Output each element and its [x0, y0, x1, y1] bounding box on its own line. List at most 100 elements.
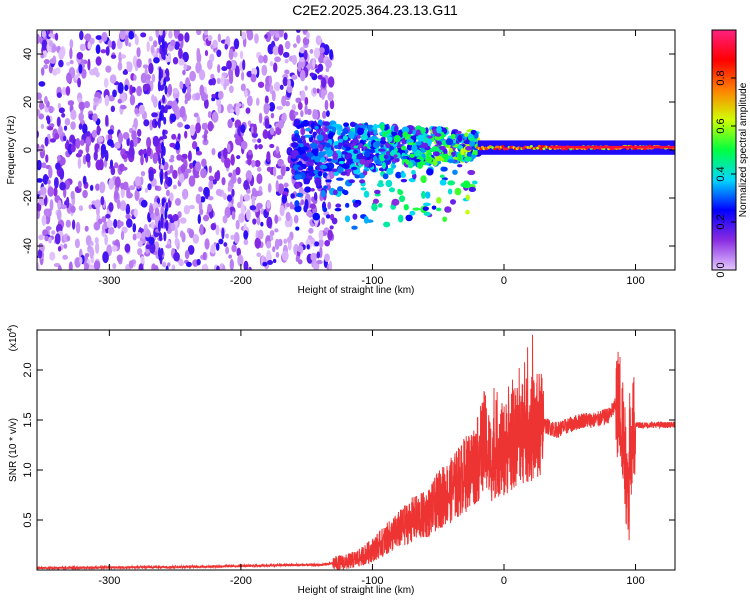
spectrogram-cell: [224, 43, 229, 50]
spectrogram-cell: [154, 185, 159, 191]
spectrogram-cell: [325, 59, 332, 69]
spectrogram-cell: [367, 137, 374, 141]
spectrogram-cell: [222, 147, 228, 160]
spectrogram-cell: [313, 169, 319, 175]
spectrogram-cell: [285, 211, 291, 222]
spectrogram-cell: [41, 215, 47, 226]
spectrogram-cell: [291, 136, 299, 142]
spectrogram-cell: [362, 170, 368, 176]
spectrogram-cell: [308, 227, 314, 234]
spectrogram-cell: [423, 202, 431, 207]
spectrogram-cell: [300, 90, 306, 101]
spectrogram-cell: [175, 140, 180, 151]
spectrogram-cell: [136, 128, 142, 137]
spectrogram-cell: [181, 153, 188, 159]
spectrogram-cell: [211, 93, 216, 98]
chart-title: C2E2.2025.364.23.13.G11: [292, 2, 458, 18]
spectrogram-cell: [321, 134, 330, 141]
spectrogram-cell: [329, 225, 334, 230]
spectrogram-cell: [107, 139, 114, 146]
spectrogram-cell: [312, 111, 319, 120]
spectrogram-cell: [300, 199, 305, 206]
spectrogram-cell: [193, 112, 199, 118]
spectrogram-cell: [323, 185, 328, 190]
spectrogram-cell: [179, 105, 186, 118]
spectrogram-cell: [401, 155, 408, 160]
snr-y-tick-label: 1.0: [22, 462, 34, 477]
spectrogram-cell: [393, 135, 401, 143]
spectrogram-cell: [243, 230, 249, 240]
spectrogram-cell: [189, 70, 197, 82]
spectrogram-cell: [363, 215, 369, 224]
spectrogram-cell: [158, 157, 162, 165]
spectrogram-cell: [101, 223, 106, 234]
spectrogram-cell: [242, 59, 246, 71]
spectrogram-cell: [161, 51, 165, 59]
spectrogram-cell: [49, 57, 57, 64]
spectrogram-cell: [278, 44, 284, 56]
multiplier-exp: 4: [7, 328, 14, 332]
spectrogram-cell: [345, 146, 352, 151]
snr-frame: [36, 329, 676, 571]
spectrogram-cell: [253, 123, 257, 135]
spectrogram-cell: [217, 33, 221, 43]
spectrogram-cell: [81, 68, 87, 79]
snr-x-tick-label: 100: [626, 575, 644, 587]
spectrogram-cell: [270, 236, 274, 241]
spectrogram-cell: [158, 34, 162, 46]
spectrogram-cell: [77, 97, 83, 103]
spectrogram-cell: [254, 237, 262, 249]
spectrogram-cell: [279, 84, 284, 90]
spectrogram-cell: [369, 149, 376, 154]
spectrogram-cell: [334, 207, 342, 212]
spectrogram-cell: [217, 64, 221, 74]
spectrogram-cell: [322, 110, 327, 119]
spectrogram-cell: [326, 125, 334, 130]
spectrogram-cell: [309, 72, 315, 77]
spectrogram-cell: [351, 154, 357, 161]
spectrogram-cell: [277, 119, 285, 129]
spectrogram-cell: [138, 263, 144, 270]
spectrogram-cell: [256, 202, 263, 210]
spectrogram-cell: [282, 51, 290, 58]
spectrogram-cell: [79, 30, 84, 41]
spectrogram-cell: [108, 178, 114, 190]
spectrogram-cell: [385, 179, 393, 188]
spectrogram-cell: [327, 76, 335, 88]
spectrogram-cell: [221, 66, 228, 72]
spectrogram-cell: [79, 139, 85, 146]
spectrogram-cell: [252, 218, 257, 225]
spectrogram-cell: [314, 241, 320, 247]
spectrogram-cell: [57, 246, 62, 252]
spectrogram-cell: [223, 193, 227, 201]
spectrogram-cell: [255, 97, 260, 107]
spectrogram-cell: [174, 197, 181, 206]
spectrogram-cell: [141, 149, 147, 155]
spectrogram-cell: [188, 229, 195, 239]
spectrogram-cell: [126, 61, 133, 73]
spectrogram-cell: [240, 71, 245, 81]
spectrogram-cell: [62, 135, 67, 142]
spectrogram-cell: [152, 40, 158, 48]
spectrogram-cell: [279, 205, 285, 217]
spectrogram-cell: [537, 144, 541, 148]
spectrogram-cell: [283, 238, 288, 244]
spectrogram-cell: [154, 207, 160, 217]
spectrogram-cell: [119, 200, 127, 212]
spectrogram-cell: [391, 149, 396, 156]
spectrogram-cell: [40, 53, 45, 59]
spectrogram-cell: [216, 265, 220, 270]
spectrogram-cell: [313, 47, 321, 59]
spectrogram-cell: [283, 32, 288, 40]
spectrogram-cell: [215, 188, 223, 196]
spectrogram-cell: [226, 194, 233, 202]
spectrogram-cell: [120, 104, 127, 110]
spectrogram-cell: [386, 136, 393, 142]
spectrogram-cell: [148, 236, 155, 245]
spectrogram-cell: [336, 129, 341, 136]
spectrogram-cell: [172, 169, 178, 180]
spectrogram-cell: [285, 202, 291, 208]
spectrogram-cell: [132, 223, 137, 233]
spectrogram-cell: [184, 124, 191, 130]
spectrogram-cell: [233, 231, 240, 244]
